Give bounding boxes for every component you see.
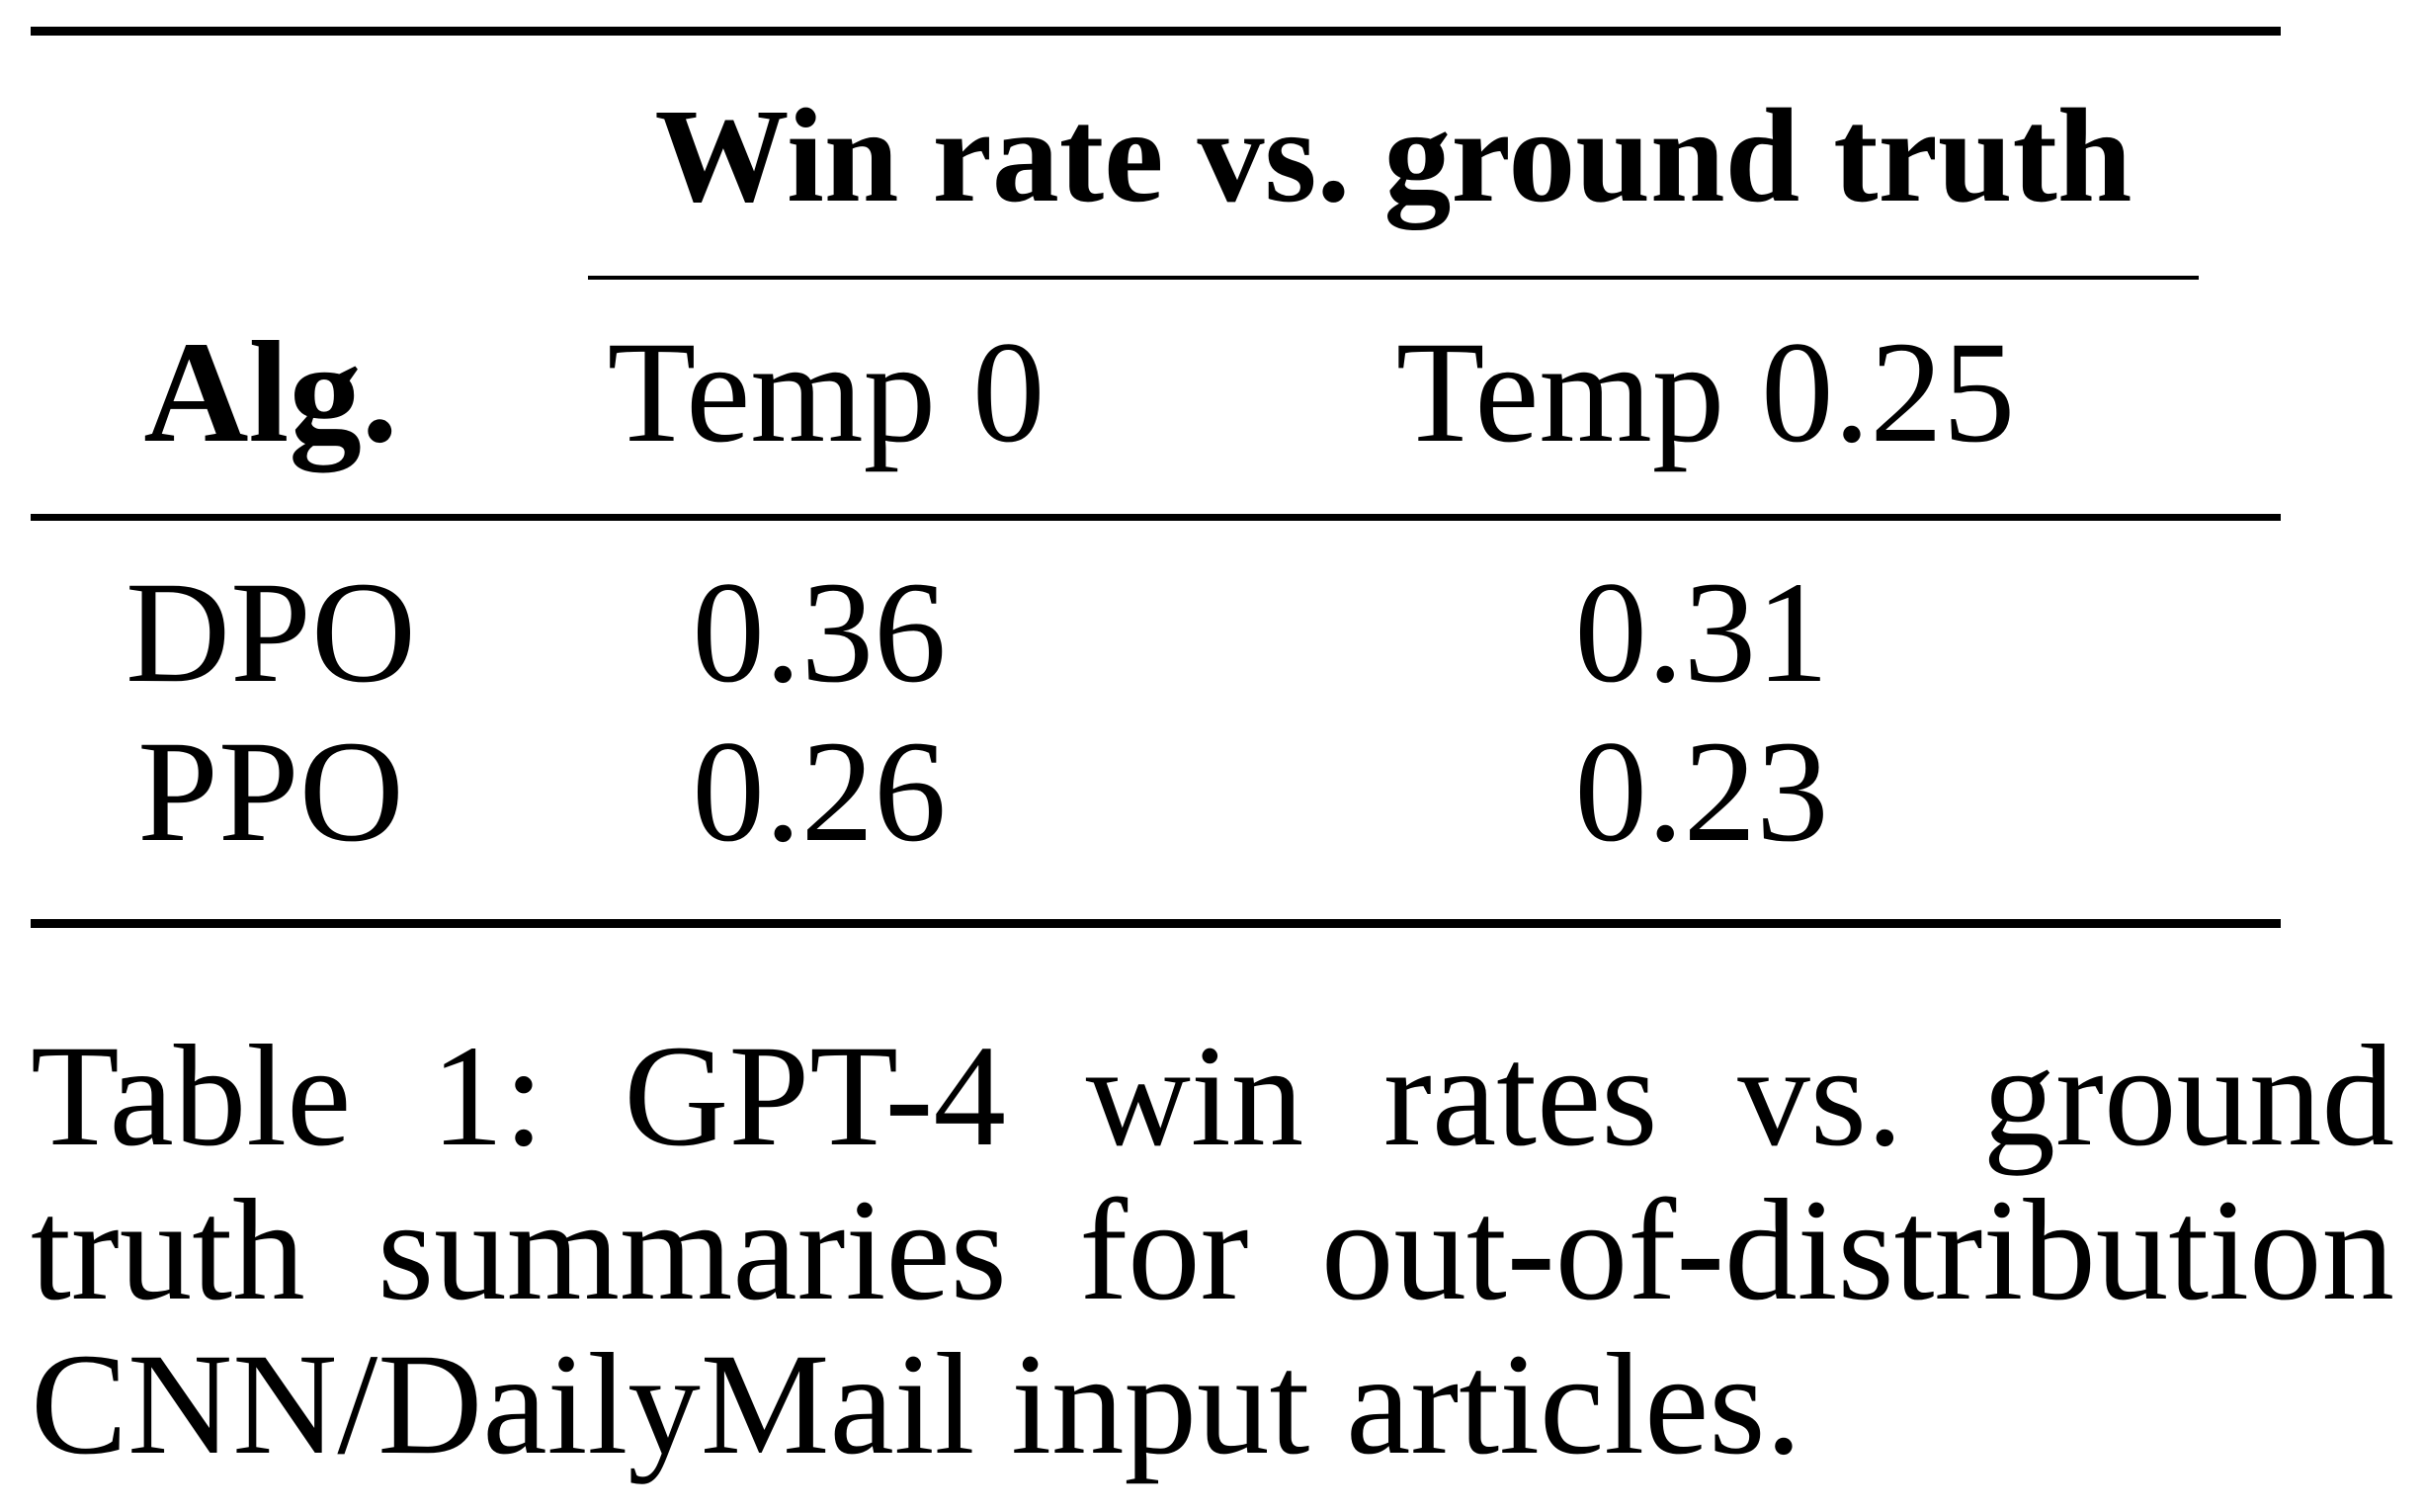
cell: 0.26 — [692, 711, 946, 872]
row-label: PPO — [137, 711, 404, 872]
cell: 0.23 — [1574, 711, 1828, 872]
column-header: Temp 0 — [608, 311, 1045, 472]
group-header: Win rate vs. ground truth — [655, 82, 2132, 230]
group-rule — [588, 276, 2199, 280]
caption: Table 1: GPT-4 win rates vs. ground trut… — [31, 1015, 2394, 1484]
mid-rule — [31, 514, 2281, 521]
bottom-rule — [31, 919, 2281, 928]
cell: 0.36 — [692, 551, 946, 713]
row-label: DPO — [125, 551, 416, 713]
column-header: Temp 0.25 — [1396, 311, 2016, 472]
column-header: Alg. — [143, 311, 397, 472]
table: Win rate vs. ground truth Alg. Temp 0 Te… — [31, 27, 2281, 928]
cell: 0.31 — [1574, 551, 1828, 713]
top-rule — [31, 27, 2281, 36]
